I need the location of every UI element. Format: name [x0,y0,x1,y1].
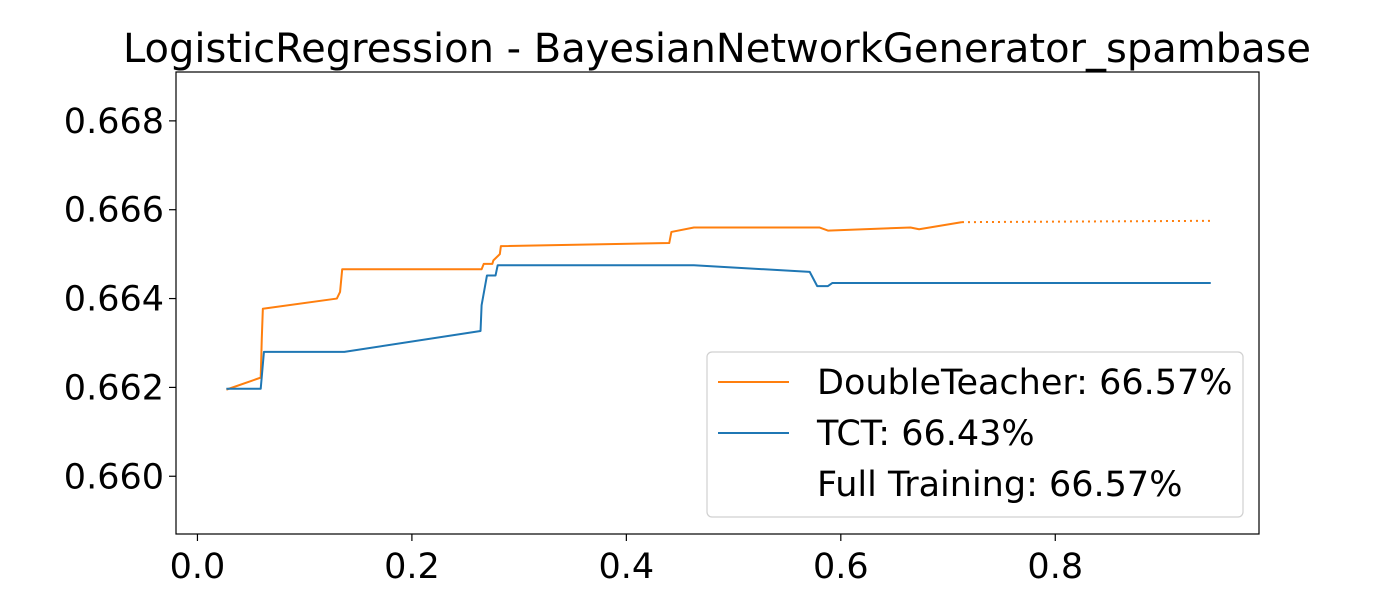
y-tick-label: 0.662 [64,368,164,408]
x-tick-label: 0.8 [1027,547,1083,587]
y-tick-label: 0.660 [64,457,164,497]
x-axis: 0.0 0.2 0.4 0.6 0.8 [170,534,1083,587]
x-tick-label: 0.2 [384,547,440,587]
legend-label: DoubleTeacher: 66.57% [817,363,1233,403]
legend-box [706,351,1244,518]
legend-label: Full Training: 66.57% [817,465,1182,505]
y-tick-label: 0.668 [64,102,164,142]
x-tick-label: 0.0 [170,547,226,587]
legend: DoubleTeacher: 66.57% TCT: 66.43% Full Tra… [706,351,1244,518]
x-tick-label: 0.6 [813,547,869,587]
series-layer [226,219,1211,391]
series-line-1 [226,264,1211,390]
series-line-0 [226,221,963,391]
x-tick-label: 0.4 [599,547,655,587]
series-line-2 [961,219,1211,224]
legend-label: TCT: 66.43% [816,414,1035,454]
y-tick-label: 0.666 [64,191,164,231]
y-axis: 0.660 0.662 0.664 0.666 0.668 [64,102,176,497]
plot-frame [175,71,1260,535]
y-tick-label: 0.664 [64,280,164,320]
chart-title: LogisticRegression - BayesianNetworkGene… [123,26,1311,72]
